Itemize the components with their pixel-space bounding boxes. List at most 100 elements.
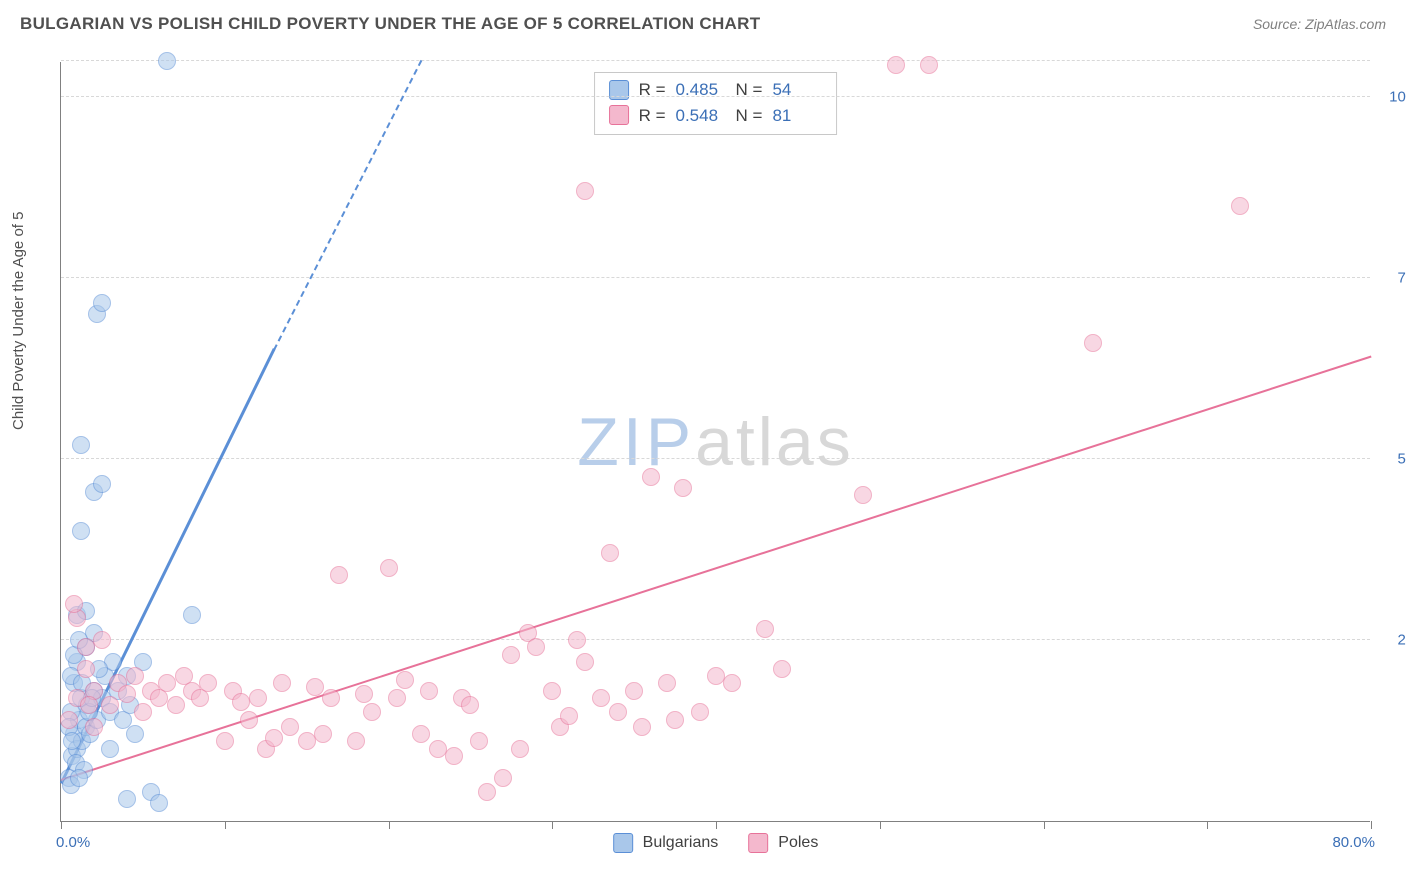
gridline xyxy=(61,60,1370,61)
data-point xyxy=(355,685,373,703)
stat-n-label: N = xyxy=(736,103,763,129)
data-point xyxy=(380,559,398,577)
data-point xyxy=(478,783,496,801)
data-point xyxy=(854,486,872,504)
data-point xyxy=(216,732,234,750)
data-point xyxy=(101,740,119,758)
x-tick xyxy=(61,821,62,829)
stats-box: R = 0.485 N = 54 R = 0.548 N = 81 xyxy=(594,72,838,135)
stat-r-label: R = xyxy=(639,77,666,103)
data-point xyxy=(60,711,78,729)
x-tick xyxy=(225,821,226,829)
data-point xyxy=(420,682,438,700)
data-point xyxy=(363,703,381,721)
stat-r-value: 0.548 xyxy=(676,103,726,129)
data-point xyxy=(576,182,594,200)
watermark: ZIPatlas xyxy=(577,403,853,481)
stat-r-value: 0.485 xyxy=(676,77,726,103)
data-point xyxy=(72,436,90,454)
source-name: ZipAtlas.com xyxy=(1305,16,1386,32)
data-point xyxy=(265,729,283,747)
data-point xyxy=(445,747,463,765)
watermark-part2: atlas xyxy=(695,404,854,480)
data-point xyxy=(396,671,414,689)
data-point xyxy=(249,689,267,707)
data-point xyxy=(592,689,610,707)
stats-row-poles: R = 0.548 N = 81 xyxy=(609,103,823,129)
gridline xyxy=(61,277,1370,278)
regression-line-extrapolated xyxy=(273,60,422,350)
x-tick xyxy=(880,821,881,829)
data-point xyxy=(723,674,741,692)
header: BULGARIAN VS POLISH CHILD POVERTY UNDER … xyxy=(0,0,1406,48)
data-point xyxy=(80,696,98,714)
x-tick xyxy=(1371,821,1372,829)
swatch-poles xyxy=(609,105,629,125)
x-tick xyxy=(389,821,390,829)
data-point xyxy=(101,696,119,714)
data-point xyxy=(298,732,316,750)
data-point xyxy=(281,718,299,736)
legend-swatch-poles xyxy=(748,833,768,853)
gridline xyxy=(61,96,1370,97)
x-tick-first: 0.0% xyxy=(56,834,90,851)
legend-swatch-bulgarians xyxy=(613,833,633,853)
data-point xyxy=(1084,334,1102,352)
data-point xyxy=(93,475,111,493)
stat-n-label: N = xyxy=(736,77,763,103)
data-point xyxy=(756,620,774,638)
x-tick xyxy=(552,821,553,829)
data-point xyxy=(388,689,406,707)
data-point xyxy=(199,674,217,692)
data-point xyxy=(429,740,447,758)
data-point xyxy=(126,725,144,743)
data-point xyxy=(77,660,95,678)
data-point xyxy=(511,740,529,758)
legend-label: Bulgarians xyxy=(643,834,719,852)
data-point xyxy=(93,294,111,312)
y-tick-label: 100.0% xyxy=(1380,89,1406,106)
data-point xyxy=(158,52,176,70)
legend-item-bulgarians: Bulgarians xyxy=(613,833,719,853)
data-point xyxy=(560,707,578,725)
x-tick-last: 80.0% xyxy=(1332,834,1375,851)
data-point xyxy=(77,638,95,656)
data-point xyxy=(633,718,651,736)
data-point xyxy=(158,674,176,692)
chart-title: BULGARIAN VS POLISH CHILD POVERTY UNDER … xyxy=(20,14,760,34)
y-axis-label: Child Poverty Under the Age of 5 xyxy=(10,212,27,430)
data-point xyxy=(118,790,136,808)
data-point xyxy=(273,674,291,692)
stat-n-value: 81 xyxy=(772,103,822,129)
data-point xyxy=(322,689,340,707)
data-point xyxy=(314,725,332,743)
data-point xyxy=(494,769,512,787)
data-point xyxy=(674,479,692,497)
source-attribution: Source: ZipAtlas.com xyxy=(1253,16,1386,32)
x-tick xyxy=(716,821,717,829)
chart-area: ZIPatlas R = 0.485 N = 54 R = 0.548 N = … xyxy=(50,50,1380,840)
data-point xyxy=(609,703,627,721)
data-point xyxy=(625,682,643,700)
y-tick-label: 75.0% xyxy=(1380,270,1406,287)
data-point xyxy=(666,711,684,729)
data-point xyxy=(461,696,479,714)
stats-row-bulgarians: R = 0.485 N = 54 xyxy=(609,77,823,103)
data-point xyxy=(502,646,520,664)
data-point xyxy=(527,638,545,656)
data-point xyxy=(330,566,348,584)
data-point xyxy=(134,703,152,721)
data-point xyxy=(85,718,103,736)
data-point xyxy=(601,544,619,562)
gridline xyxy=(61,639,1370,640)
data-point xyxy=(576,653,594,671)
data-point xyxy=(93,631,111,649)
data-point xyxy=(470,732,488,750)
data-point xyxy=(306,678,324,696)
watermark-part1: ZIP xyxy=(577,404,695,480)
legend: Bulgarians Poles xyxy=(613,833,819,853)
data-point xyxy=(568,631,586,649)
data-point xyxy=(412,725,430,743)
y-tick-label: 50.0% xyxy=(1380,451,1406,468)
data-point xyxy=(347,732,365,750)
